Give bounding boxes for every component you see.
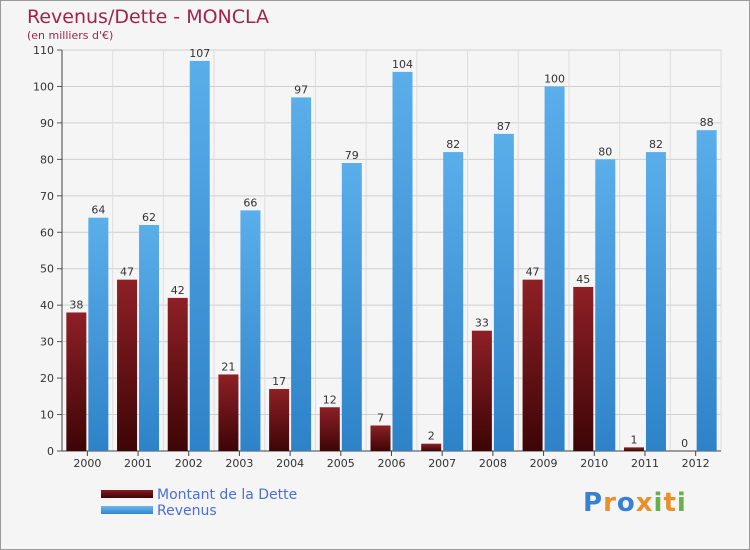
data-label-revenue: 62 xyxy=(142,211,156,224)
data-label-debt: 12 xyxy=(323,393,337,406)
data-label-revenue: 82 xyxy=(649,138,663,151)
data-label-revenue: 104 xyxy=(392,58,413,71)
bar-revenue xyxy=(291,97,312,452)
data-label-revenue: 97 xyxy=(294,83,308,96)
x-tick-label: 2006 xyxy=(378,457,406,470)
logo-letter: i xyxy=(676,488,687,518)
x-tick-label: 2007 xyxy=(428,457,456,470)
x-tick-label: 2012 xyxy=(682,457,710,470)
proxiti-logo: Proxiti xyxy=(583,488,687,518)
plot-area xyxy=(62,50,721,451)
data-label-revenue: 100 xyxy=(544,72,565,85)
y-tick-label: 40 xyxy=(40,299,54,312)
x-tick-label: 2001 xyxy=(124,457,152,470)
data-label-revenue: 66 xyxy=(243,196,257,209)
logo-letter: x xyxy=(635,488,654,518)
y-tick-label: 50 xyxy=(40,263,54,276)
data-label-revenue: 79 xyxy=(345,149,359,162)
bar-debt xyxy=(167,297,188,451)
data-label-revenue: 88 xyxy=(700,116,714,129)
data-label-revenue: 64 xyxy=(91,204,105,217)
data-label-debt: 45 xyxy=(576,273,590,286)
bar-debt xyxy=(218,374,239,451)
y-tick-label: 110 xyxy=(33,44,54,57)
bar-revenue xyxy=(696,130,717,451)
bar-debt xyxy=(319,407,340,451)
data-label-debt: 2 xyxy=(428,430,435,443)
bar-revenue xyxy=(443,152,464,451)
y-tick-label: 90 xyxy=(40,117,54,130)
data-label-revenue: 87 xyxy=(497,120,511,133)
x-tick-label: 2003 xyxy=(225,457,253,470)
legend: Montant de la Dette Revenus xyxy=(101,487,297,519)
bar-revenue xyxy=(341,163,362,451)
data-label-debt: 42 xyxy=(171,284,185,297)
logo-letter: t xyxy=(663,488,677,518)
data-label-debt: 17 xyxy=(272,375,286,388)
bar-debt xyxy=(370,425,391,451)
legend-swatch-revenue xyxy=(101,506,153,514)
bar-debt xyxy=(421,443,442,451)
x-tick-label: 2005 xyxy=(327,457,355,470)
bar-revenue xyxy=(139,224,160,451)
bar-revenue xyxy=(645,152,666,451)
bar-debt xyxy=(117,279,138,451)
y-tick-label: 100 xyxy=(33,80,54,93)
chart-subtitle: (en milliers d'€) xyxy=(27,29,114,42)
bar-debt xyxy=(66,312,87,451)
legend-label-revenue: Revenus xyxy=(157,503,217,519)
y-tick-label: 80 xyxy=(40,153,54,166)
chart-title: Revenus/Dette - MONCLA xyxy=(27,6,270,28)
y-tick-label: 70 xyxy=(40,190,54,203)
legend-item-revenue: Revenus xyxy=(101,503,297,519)
y-tick-label: 30 xyxy=(40,336,54,349)
y-tick-label: 0 xyxy=(47,445,54,458)
bar-debt xyxy=(573,286,594,451)
bar-debt xyxy=(522,279,543,451)
data-label-debt: 47 xyxy=(120,266,134,279)
data-label-revenue: 107 xyxy=(189,47,210,60)
bar-revenue xyxy=(189,60,210,451)
x-tick-label: 2010 xyxy=(580,457,608,470)
data-label-debt: 38 xyxy=(69,298,83,311)
legend-item-debt: Montant de la Dette xyxy=(101,487,297,503)
x-tick-label: 2011 xyxy=(631,457,659,470)
x-tick-label: 2008 xyxy=(479,457,507,470)
x-tick-label: 2000 xyxy=(73,457,101,470)
x-tick-label: 2004 xyxy=(276,457,304,470)
bar-revenue xyxy=(595,159,616,451)
data-label-debt: 33 xyxy=(475,317,489,330)
bar-revenue xyxy=(493,133,514,451)
bar-debt xyxy=(269,389,290,451)
data-label-debt: 47 xyxy=(526,266,540,279)
logo-letter: o xyxy=(616,488,636,518)
x-tick-label: 2002 xyxy=(175,457,203,470)
data-label-debt: 1 xyxy=(630,433,637,446)
data-label-revenue: 80 xyxy=(598,145,612,158)
bar-revenue xyxy=(240,210,261,451)
y-tick-label: 60 xyxy=(40,226,54,239)
data-label-debt: 7 xyxy=(377,411,384,424)
legend-label-debt: Montant de la Dette xyxy=(157,487,298,503)
labels-layer: 0102030405060708090100110200038642001476… xyxy=(33,44,714,470)
y-tick-label: 10 xyxy=(40,409,54,422)
bar-revenue xyxy=(392,71,413,451)
bar-revenue xyxy=(88,217,109,451)
y-tick-label: 20 xyxy=(40,372,54,385)
bars-layer xyxy=(66,60,717,452)
bar-debt xyxy=(471,330,492,451)
bar-revenue xyxy=(544,86,565,452)
data-label-debt: 0 xyxy=(681,437,688,450)
x-tick-label: 2009 xyxy=(530,457,558,470)
legend-swatch-debt xyxy=(101,490,153,498)
logo-letter: P xyxy=(583,488,604,518)
data-label-debt: 21 xyxy=(221,360,235,373)
logo-letter: i xyxy=(653,488,664,518)
logo-letter: r xyxy=(603,488,617,518)
bar-debt xyxy=(623,447,644,451)
data-label-revenue: 82 xyxy=(446,138,460,151)
